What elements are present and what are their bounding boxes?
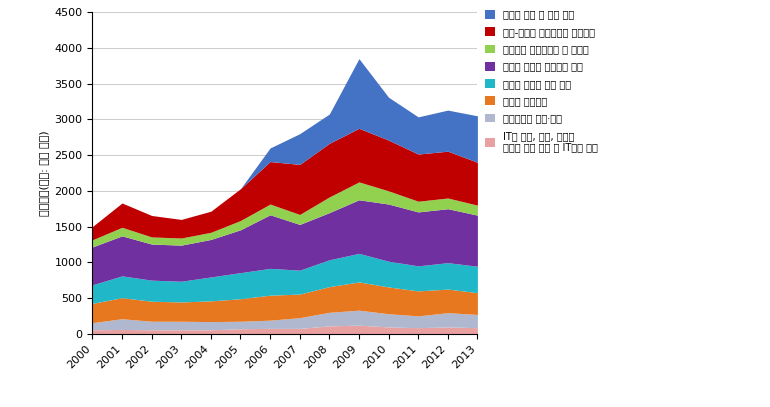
Y-axis label: 예산규모(단위: 백만 달러): 예산규모(단위: 백만 달러)	[39, 130, 49, 216]
Legend: 사이버 보안 및 정보 보증, 인간-컴퓨터 상호작용과 정보관리, 고신뢰성 소프트웨어 및 시스템, 고성능 컴퓨팅 인프라와 응용, 고성능 컴퓨팅 연구: 사이버 보안 및 정보 보증, 인간-컴퓨터 상호작용과 정보관리, 고신뢰성 …	[481, 6, 601, 156]
